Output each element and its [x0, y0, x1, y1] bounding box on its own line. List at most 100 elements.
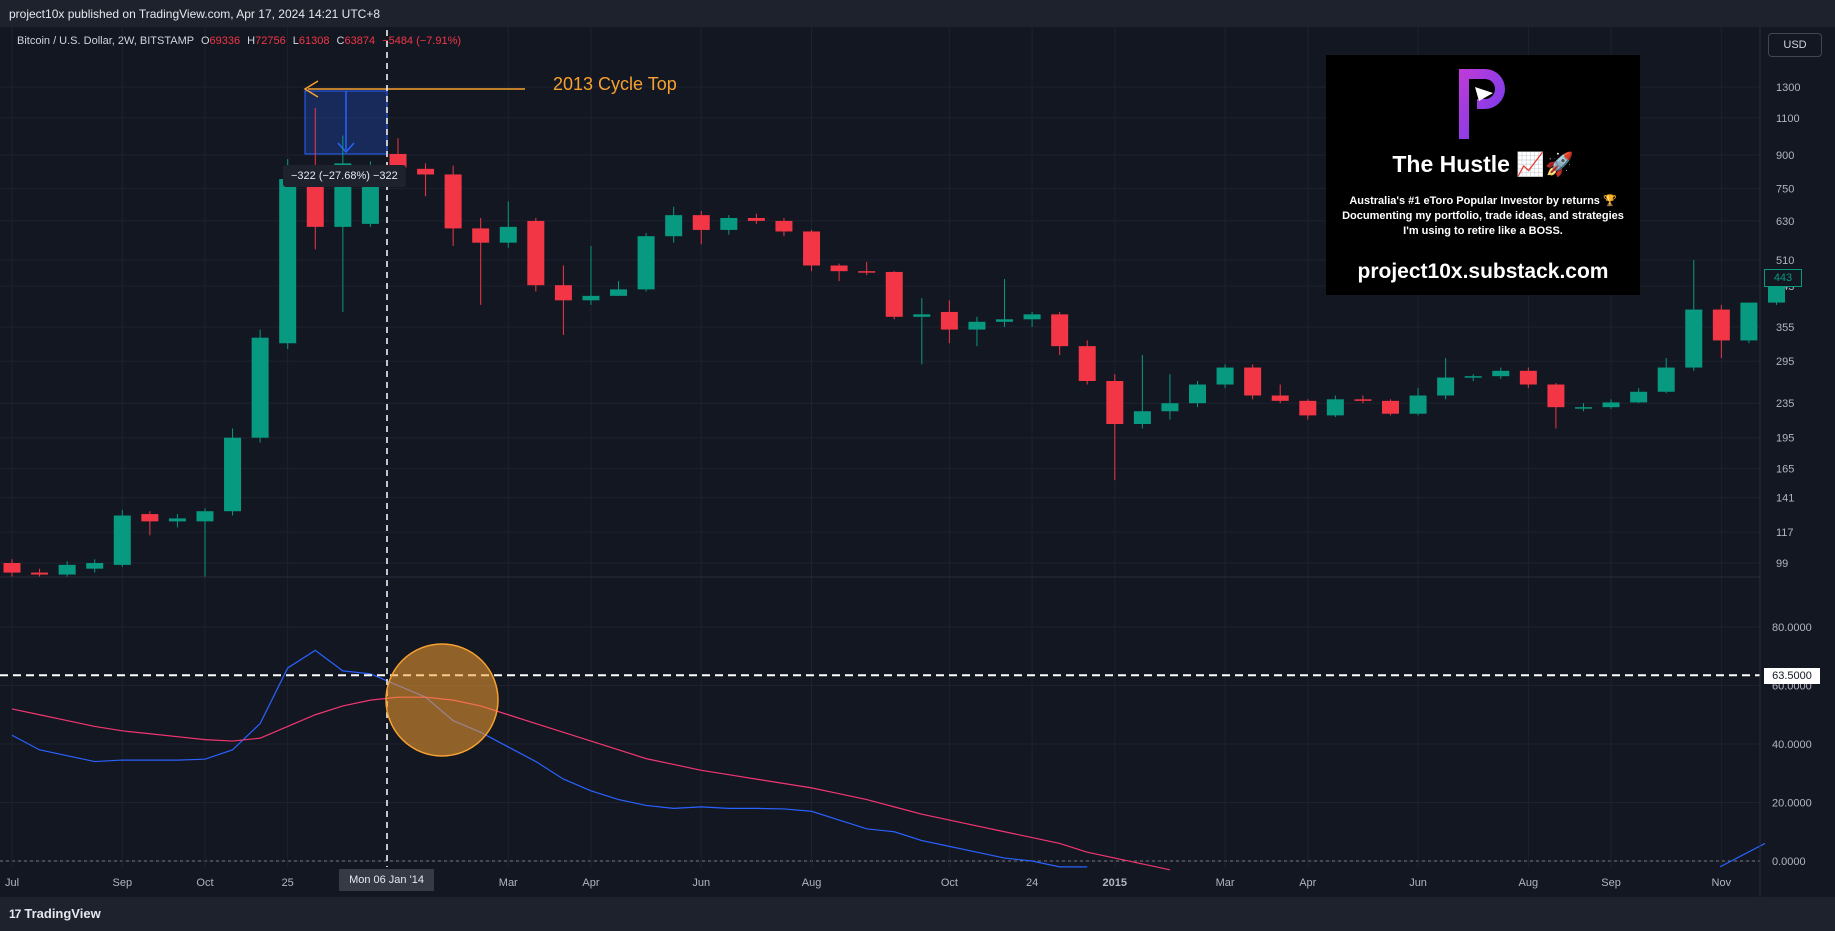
symbol-legend: Bitcoin / U.S. Dollar, 2W, BITSTAMP O693…: [17, 35, 461, 47]
price-tick-label: 235: [1776, 398, 1794, 410]
time-tick-label: Apr: [1299, 877, 1316, 889]
candle-body: [1602, 402, 1620, 408]
highlight-circle: [385, 643, 499, 757]
legend-high: 72756: [255, 35, 286, 47]
candle-body: [86, 563, 104, 569]
candle-body: [168, 518, 186, 522]
indicator-level-tag: 63.5000: [1764, 668, 1820, 684]
candle-body: [885, 271, 903, 317]
price-tick-label: 1300: [1776, 82, 1800, 94]
candle-body: [58, 564, 76, 575]
candle-body: [417, 168, 435, 175]
price-tick-label: 630: [1776, 216, 1794, 228]
candle-body: [1630, 391, 1648, 403]
candle-body: [499, 226, 517, 243]
time-tick-label: 2015: [1103, 877, 1127, 889]
osc-tick-label: 40.0000: [1772, 739, 1812, 751]
candle-body: [1657, 367, 1675, 392]
tradingview-logo-icon: 17: [9, 906, 21, 921]
candle-body: [527, 220, 545, 286]
candle-body: [141, 514, 159, 522]
candle-body: [224, 437, 242, 512]
candle-body: [1023, 314, 1041, 320]
candle-body: [1078, 346, 1096, 381]
legend-change: −5484 (−7.91%): [382, 35, 462, 47]
promo-card[interactable]: The Hustle 📈🚀 Australia's #1 eToro Popul…: [1326, 55, 1640, 295]
legend-open: 69336: [209, 35, 241, 47]
crosshair-date-label: Mon 06 Jan '14: [339, 869, 434, 891]
time-tick-label: 24: [1026, 877, 1038, 889]
legend-close: 63874: [344, 35, 376, 47]
price-tick-label: 141: [1776, 493, 1794, 505]
time-tick-label: 25: [282, 877, 294, 889]
oscillator: [0, 649, 1766, 871]
candle-body: [1106, 380, 1124, 424]
legend-low-label: L: [292, 35, 299, 47]
price-tick-label: 295: [1776, 356, 1794, 368]
candle-body: [444, 174, 462, 229]
legend-open-label: O: [200, 35, 210, 47]
price-tick-label: 117: [1776, 527, 1794, 539]
candle-body: [472, 228, 490, 243]
price-tick-label: 99: [1776, 558, 1788, 570]
chart[interactable]: 1300 1100 900 750 630 510 443 355 295 235 195 165 14…: [0, 27, 1835, 897]
osc-tick-label: 80.0000: [1772, 622, 1812, 634]
legend-low: 61308: [298, 35, 330, 47]
candle-body: [554, 285, 572, 301]
candle-body: [637, 236, 655, 290]
candle-body: [610, 289, 628, 296]
osc-fast-tail: [1719, 842, 1766, 868]
candle-body: [1189, 384, 1207, 404]
osc-line-fast: [11, 649, 1088, 868]
candle-body: [31, 572, 49, 575]
candle-body: [996, 319, 1014, 322]
tradingview-logo[interactable]: 17 TradingView: [9, 906, 101, 921]
price-axis: 1300110090075063051044335529523519516514…: [1772, 82, 1812, 868]
candle-body: [803, 231, 821, 266]
time-tick-label: Oct: [941, 877, 958, 889]
osc-tick-label: 20.0000: [1772, 798, 1812, 810]
candle-body: [389, 153, 407, 168]
candle-body: [1574, 407, 1592, 409]
time-tick-label: Oct: [196, 877, 213, 889]
candle-body: [113, 515, 131, 565]
candle-body: [830, 265, 848, 272]
time-tick-label: Mar: [1216, 877, 1235, 889]
time-tick-label: Sep: [1601, 877, 1621, 889]
candle-body: [196, 511, 214, 522]
candle-body: [1354, 399, 1372, 401]
time-axis: Jul Sep Oct 25 Mar Apr Jun Aug Oct 24 2015 Mar Apr Ju…: [5, 877, 1732, 889]
published-text: project10x published on TradingView.com,…: [9, 7, 381, 21]
candle-body: [913, 314, 931, 317]
candle-body: [1382, 400, 1399, 414]
candle-body: [1133, 411, 1151, 424]
price-tick-label: 355: [1776, 322, 1794, 334]
time-tick-label: Mar: [499, 877, 518, 889]
currency-button[interactable]: USD: [1768, 33, 1822, 57]
candle-body: [306, 179, 324, 227]
promo-description: Australia's #1 eToro Popular Investor by…: [1342, 195, 1624, 237]
candle-body: [1271, 395, 1289, 401]
candle-body: [665, 215, 683, 237]
cycle-top-annotation: 2013 Cycle Top: [553, 74, 677, 94]
time-tick-label: Nov: [1712, 877, 1732, 889]
promo-url[interactable]: project10x.substack.com: [1357, 260, 1609, 283]
measure-label: −322 (−27.68%) −322: [283, 165, 406, 187]
candle-body: [1409, 395, 1427, 414]
candle-body: [1712, 309, 1730, 341]
time-tick-label: Sep: [112, 877, 132, 889]
candle-body: [720, 217, 738, 230]
price-tick-label: 750: [1776, 184, 1794, 196]
candle-body: [251, 337, 269, 438]
candle-body: [582, 295, 600, 301]
candle-body: [1051, 314, 1069, 347]
candle-body: [1216, 367, 1234, 385]
candle-body: [940, 311, 958, 330]
time-tick-label: Aug: [1519, 877, 1539, 889]
candle-body: [1767, 283, 1785, 303]
candle-body: [1326, 399, 1344, 416]
candle-body: [1547, 384, 1565, 408]
published-header: project10x published on TradingView.com,…: [0, 0, 1835, 27]
measure-arrowhead: [337, 142, 355, 154]
price-tick-label: 165: [1776, 464, 1794, 476]
